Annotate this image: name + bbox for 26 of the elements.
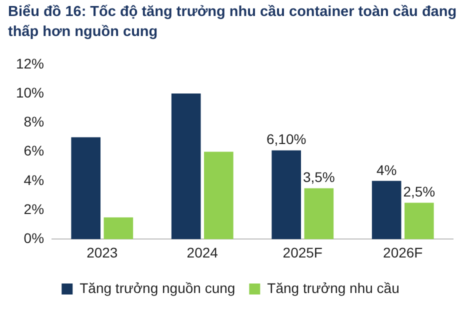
x-tick-label: 2026F: [383, 244, 423, 260]
bar: [404, 202, 434, 240]
bar: [71, 137, 101, 240]
y-tick-label: 4%: [24, 172, 44, 188]
x-tick-label: 2024: [186, 244, 218, 260]
bar: [272, 150, 302, 240]
legend-label: Tăng trưởng nhu cầu: [267, 280, 400, 296]
y-tick-label: 10%: [16, 84, 44, 100]
bar: [204, 152, 234, 240]
data-label: 4%: [376, 162, 397, 178]
data-label: 6,10%: [266, 131, 306, 148]
y-tick-label: 12%: [16, 55, 44, 72]
legend-label: Tăng trưởng nguồn cung: [80, 280, 236, 296]
x-tick-label: 2025F: [282, 244, 322, 260]
y-tick-label: 2%: [24, 200, 44, 217]
bar: [171, 94, 201, 240]
bar: [372, 180, 402, 240]
x-tick-label: 2023: [86, 244, 118, 260]
y-tick-label: 8%: [24, 114, 44, 130]
data-label: 3,5%: [302, 169, 335, 186]
y-tick-label: 0%: [24, 230, 44, 246]
chart-title: Biểu đồ 16: Tốc độ tăng trưởng nhu cầu container toàn cầu đang thấp hơn nguồn cung: [8, 3, 458, 42]
data-label: 2,5%: [403, 184, 436, 200]
bar: [304, 188, 334, 240]
y-tick-label: 6%: [24, 142, 44, 159]
bar: [104, 217, 134, 240]
